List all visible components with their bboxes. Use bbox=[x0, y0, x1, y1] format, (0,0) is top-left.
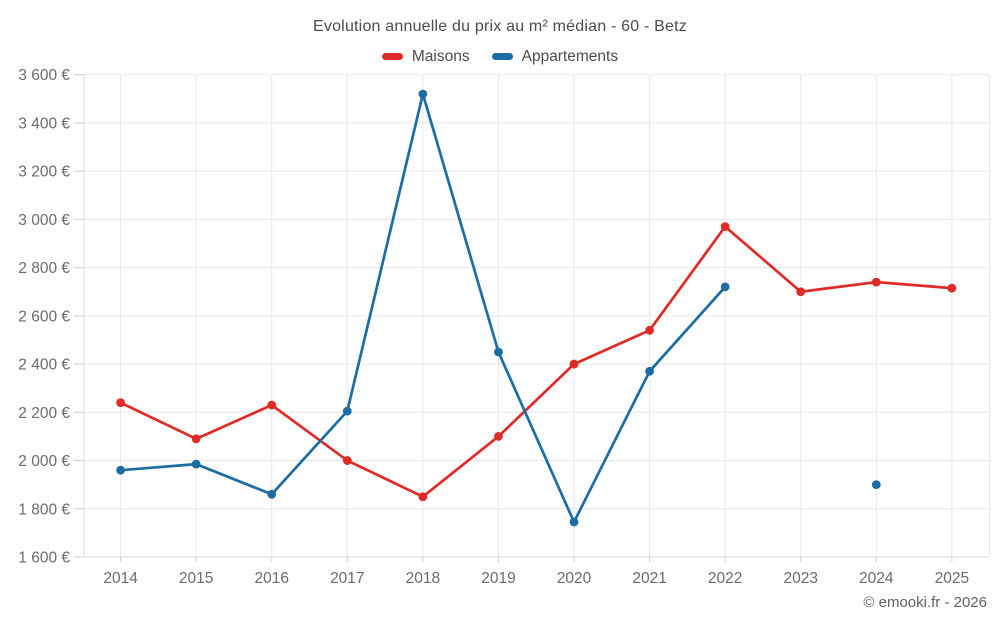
y-axis-label: 2 200 € bbox=[18, 405, 70, 422]
legend-label: Appartements bbox=[521, 47, 619, 65]
data-point-appartements-2020[interactable] bbox=[569, 517, 579, 527]
x-axis-label: 2022 bbox=[708, 570, 742, 587]
x-axis-label: 2024 bbox=[859, 570, 894, 587]
x-axis-label: 2014 bbox=[103, 570, 138, 587]
y-axis-label: 2 800 € bbox=[18, 260, 70, 277]
data-point-maisons-2016[interactable] bbox=[267, 400, 277, 410]
x-axis-label: 2018 bbox=[406, 570, 440, 587]
y-axis-label: 1 800 € bbox=[18, 501, 70, 518]
data-point-maisons-2024[interactable] bbox=[871, 277, 881, 287]
series-appartements bbox=[116, 89, 881, 527]
y-axis-label: 1 600 € bbox=[18, 550, 70, 567]
data-point-appartements-2018[interactable] bbox=[418, 89, 428, 99]
legend-item-maisons[interactable]: Maisons bbox=[381, 47, 470, 66]
chart-legend: Maisons Appartements bbox=[0, 47, 1000, 66]
x-axis-label: 2025 bbox=[935, 570, 969, 587]
gridlines bbox=[84, 74, 990, 557]
y-axis-label: 3 600 € bbox=[18, 67, 70, 84]
tick-marks bbox=[74, 74, 953, 562]
y-axis-label: 3 400 € bbox=[18, 115, 70, 132]
x-axis-label: 2016 bbox=[254, 570, 288, 587]
legend-swatch-appartements bbox=[491, 53, 513, 60]
data-point-appartements-2019[interactable] bbox=[494, 347, 503, 357]
x-axis-label: 2021 bbox=[632, 570, 666, 587]
x-axis-label: 2020 bbox=[557, 570, 592, 587]
legend-swatch-maisons bbox=[381, 53, 403, 60]
data-point-appartements-2024[interactable] bbox=[871, 480, 881, 490]
data-point-maisons-2023[interactable] bbox=[796, 287, 806, 297]
data-point-maisons-2014[interactable] bbox=[116, 398, 125, 408]
data-point-maisons-2018[interactable] bbox=[418, 492, 428, 502]
data-point-appartements-2017[interactable] bbox=[342, 406, 352, 416]
x-axis-label: 2015 bbox=[179, 570, 213, 587]
legend-item-appartements[interactable]: Appartements bbox=[491, 47, 619, 66]
data-point-appartements-2022[interactable] bbox=[720, 282, 730, 292]
tick-labels: 1 600 € 1 800 € 2 000 € 2 200 € 2 400 € 2 600… bbox=[18, 67, 969, 587]
data-point-maisons-2019[interactable] bbox=[494, 432, 503, 441]
data-point-appartements-2015[interactable] bbox=[191, 459, 201, 469]
y-axis-label: 2 600 € bbox=[18, 308, 70, 325]
data-point-appartements-2021[interactable] bbox=[645, 366, 654, 376]
series-maisons bbox=[116, 222, 957, 502]
x-axis-label: 2023 bbox=[783, 570, 817, 587]
y-axis-label: 2 400 € bbox=[18, 357, 70, 374]
data-point-maisons-2025[interactable] bbox=[947, 283, 957, 293]
data-point-maisons-2022[interactable] bbox=[720, 222, 730, 232]
x-axis-label: 2019 bbox=[481, 570, 515, 587]
y-axis-label: 3 000 € bbox=[18, 212, 70, 229]
data-point-appartements-2016[interactable] bbox=[267, 489, 277, 499]
y-axis-label: 2 000 € bbox=[18, 453, 70, 470]
data-point-maisons-2020[interactable] bbox=[569, 359, 579, 369]
data-point-maisons-2017[interactable] bbox=[342, 456, 352, 465]
copyright-text: © emooki.fr - 2026 bbox=[863, 594, 987, 611]
x-axis-label: 2017 bbox=[330, 570, 364, 587]
data-point-maisons-2021[interactable] bbox=[645, 325, 654, 335]
chart-title: Evolution annuelle du prix au m² médian … bbox=[313, 18, 687, 35]
y-axis-label: 3 200 € bbox=[18, 164, 70, 181]
data-point-appartements-2014[interactable] bbox=[116, 465, 125, 475]
data-point-maisons-2015[interactable] bbox=[191, 434, 201, 444]
legend-label: Maisons bbox=[411, 47, 470, 65]
series-line-maisons bbox=[119, 225, 954, 499]
